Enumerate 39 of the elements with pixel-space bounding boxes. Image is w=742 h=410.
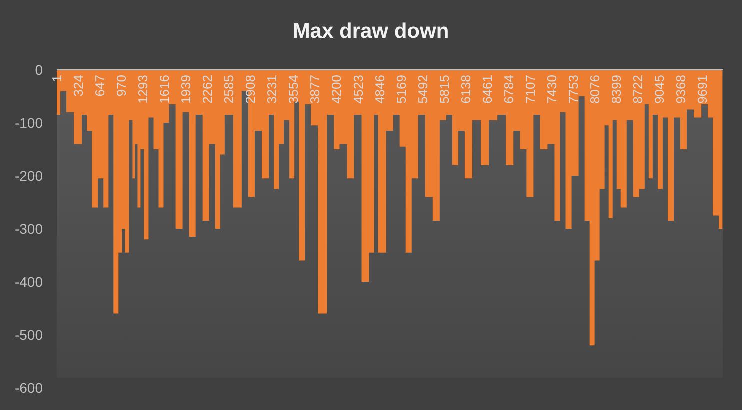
y-tick-label: -600: [14, 380, 44, 396]
x-tick-label: 4523: [350, 75, 366, 104]
x-tick-label: 9368: [673, 75, 688, 104]
x-tick-label: 6784: [501, 75, 516, 104]
x-tick-label: 5169: [394, 75, 409, 104]
x-tick-label: 6461: [480, 75, 495, 104]
x-tick-label: 8076: [587, 75, 602, 104]
x-tick-label: 5815: [436, 75, 452, 104]
y-tick-label: -400: [14, 274, 44, 290]
x-tick-label: 4846: [372, 75, 388, 104]
x-tick-label: 3877: [308, 75, 323, 104]
x-tick-label: 6138: [458, 75, 474, 104]
x-tick-label: 2262: [200, 75, 216, 104]
y-tick-label: -500: [14, 326, 44, 343]
x-tick-label: 9691: [694, 75, 710, 104]
y-tick-label: 0: [35, 62, 44, 78]
x-tick-label: 970: [114, 75, 130, 97]
x-tick-label: 3554: [286, 75, 302, 104]
x-tick-label: 9045: [652, 75, 667, 104]
x-tick-label: 1: [50, 75, 65, 82]
y-tick-label: -200: [14, 168, 44, 184]
x-tick-label: 7430: [544, 75, 560, 104]
x-tick-label: 4200: [329, 75, 344, 104]
x-tick-label: 1293: [136, 75, 151, 104]
x-tick-label: 8399: [608, 75, 624, 104]
x-tick-label: 1939: [178, 75, 194, 104]
y-tick-label: -300: [14, 220, 44, 237]
x-tick-label: 1616: [157, 75, 172, 104]
x-tick-label: 7753: [566, 75, 581, 104]
chart-title: Max draw down: [292, 20, 450, 43]
x-tick-label: 8722: [630, 75, 646, 104]
x-tick-label: 324: [71, 75, 86, 97]
x-tick-label: 2908: [243, 75, 258, 104]
x-tick-label: 2585: [222, 75, 237, 104]
x-tick-label: 5492: [415, 75, 430, 104]
x-tick-label: 647: [92, 75, 108, 97]
x-tick-label: 7107: [522, 75, 538, 104]
y-tick-label: -100: [14, 114, 44, 131]
x-tick-label: 3231: [264, 75, 280, 104]
